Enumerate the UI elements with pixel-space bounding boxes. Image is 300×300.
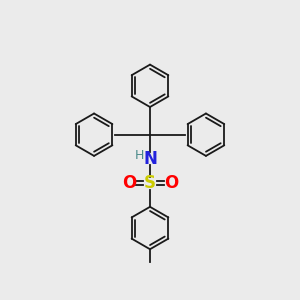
Text: S: S (144, 174, 156, 192)
Text: O: O (122, 174, 136, 192)
Text: N: N (143, 149, 157, 167)
Text: O: O (164, 174, 178, 192)
Text: H: H (135, 149, 144, 162)
